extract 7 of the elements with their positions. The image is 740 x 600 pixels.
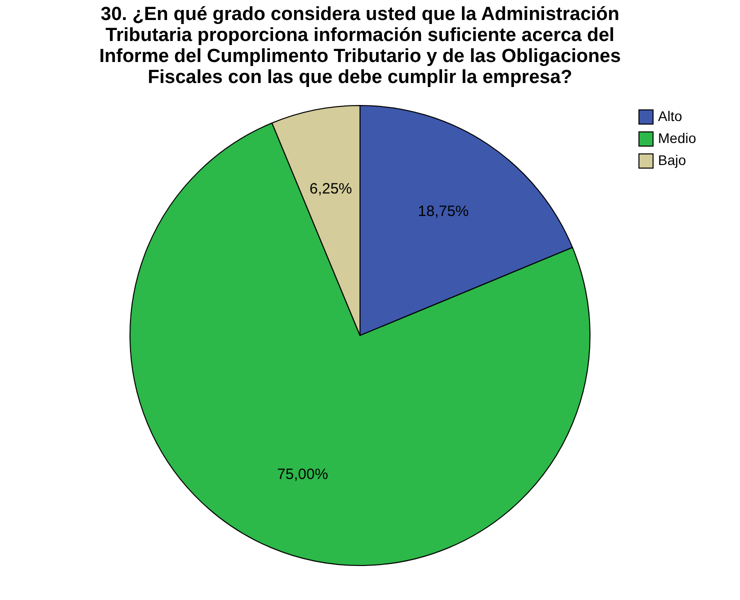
legend-label: Bajo — [658, 152, 686, 168]
data-label: 75,00% — [277, 466, 328, 484]
data-label: 6,25% — [309, 180, 352, 198]
legend-label: Medio — [658, 130, 696, 146]
legend-label: Alto — [658, 108, 682, 124]
chart-title: 30. ¿En qué grado considera usted que la Administración Tributaria proporciona información suficiente acerca del Informe del Cumplimento Tributario y de las Obligaciones Fiscales con las que debe cumplir la empresa? — [99, 4, 621, 88]
data-label: 18,75% — [418, 202, 469, 220]
